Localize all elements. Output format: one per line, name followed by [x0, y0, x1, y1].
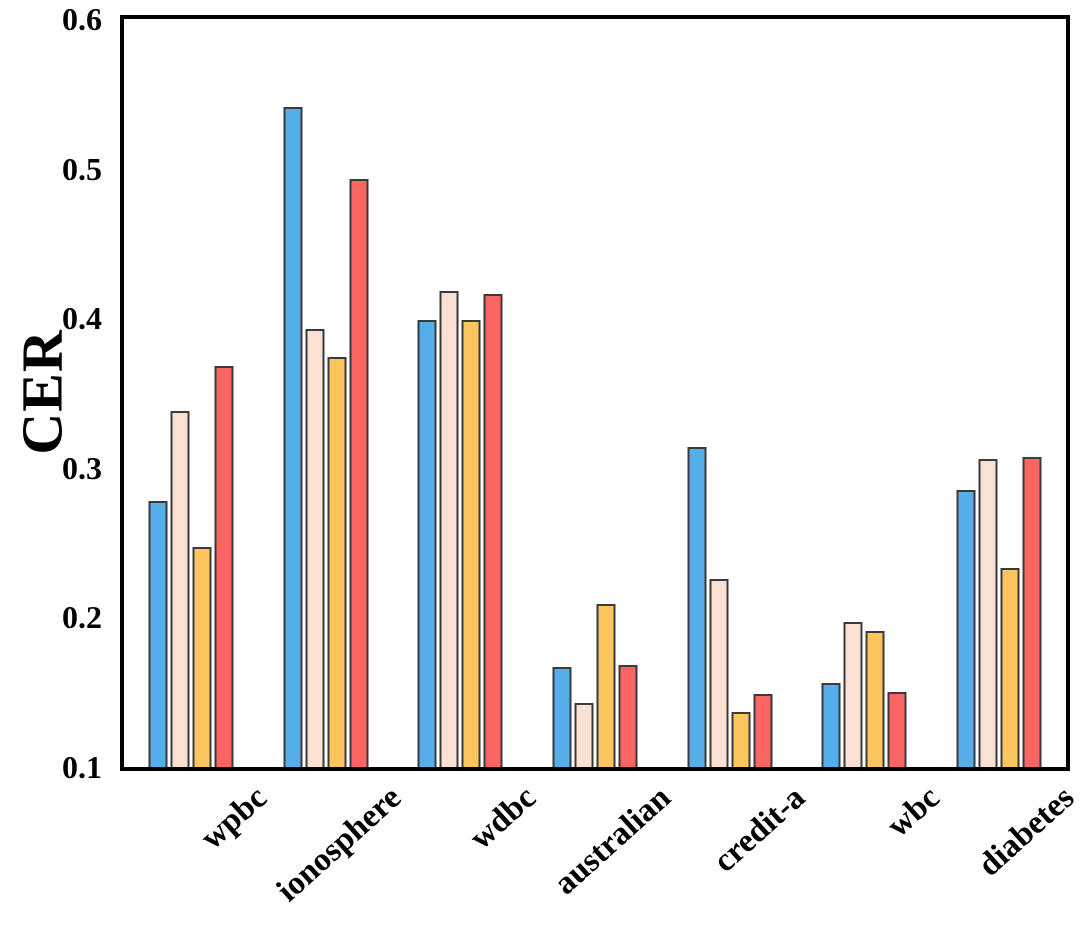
x-tick-label-wpbc: wpbc: [194, 779, 275, 857]
bar-diabetes-series-4-red: [1022, 457, 1042, 767]
bar-wdbc-series-2-pink: [439, 291, 459, 767]
y-axis-tick-labels: 0.1 0.2 0.3 0.4 0.5 0.6: [0, 3, 110, 783]
bar-wdbc-series-4-red: [483, 294, 503, 767]
y-tick-label: 0.5: [62, 150, 102, 187]
plot-inner: [124, 19, 1066, 767]
bar-group-wbc: [821, 621, 907, 767]
bar-wpbc-series-4-red: [214, 366, 234, 767]
y-tick-label: 0.4: [62, 300, 102, 337]
bar-wbc-series-2-pink: [843, 621, 863, 767]
y-tick-label: 0.6: [62, 1, 102, 37]
bar-credit-a-series-1-blue: [687, 446, 707, 767]
bar-ionosphere-series-2-pink: [305, 328, 325, 767]
bar-australian-series-1-blue: [552, 666, 572, 767]
x-tick-label-australian: australian: [547, 779, 678, 902]
bar-wbc-series-4-red: [887, 692, 907, 767]
bar-group-ionosphere: [283, 107, 369, 767]
bar-australian-series-2-pink: [574, 702, 594, 767]
bar-group-wdbc: [417, 291, 503, 767]
bar-diabetes-series-1-blue: [956, 490, 976, 767]
x-tick-label-diabetes: diabetes: [971, 779, 1080, 884]
bar-credit-a-series-4-red: [753, 693, 773, 767]
bar-wdbc-series-3-orange: [461, 319, 481, 767]
bar-diabetes-series-3-orange: [1000, 568, 1020, 767]
bar-group-australian: [552, 603, 638, 767]
bar-credit-a-series-3-orange: [731, 711, 751, 767]
plot-area: [120, 15, 1070, 771]
bar-ionosphere-series-4-red: [349, 179, 369, 767]
y-tick-label: 0.3: [62, 449, 102, 486]
bar-diabetes-series-2-pink: [978, 458, 998, 767]
bar-wpbc-series-3-orange: [192, 547, 212, 767]
bar-wbc-series-3-orange: [865, 630, 885, 767]
x-axis-labels: wpbc ionosphere wdbc australian credit-a wbc d…: [124, 775, 1080, 945]
x-tick-label-credit-a: credit-a: [706, 779, 813, 880]
bar-wpbc-series-2-pink: [170, 410, 190, 767]
bar-wbc-series-1-blue: [821, 683, 841, 767]
bar-australian-series-4-red: [618, 665, 638, 767]
bar-group-wpbc: [148, 366, 234, 767]
bar-wpbc-series-1-blue: [148, 500, 168, 767]
bar-australian-series-3-orange: [596, 603, 616, 767]
x-tick-label-wdbc: wdbc: [463, 779, 544, 857]
x-tick-label-wbc: wbc: [880, 779, 947, 845]
bar-group-credit-a: [687, 446, 773, 767]
bar-group-diabetes: [956, 457, 1042, 767]
y-tick-label: 0.1: [62, 749, 102, 785]
x-tick-label-ionosphere: ionosphere: [270, 779, 409, 909]
bar-ionosphere-series-3-orange: [327, 357, 347, 767]
bar-credit-a-series-2-pink: [709, 578, 729, 767]
bar-wdbc-series-1-blue: [417, 319, 437, 767]
bar-ionosphere-series-1-blue: [283, 107, 303, 767]
y-tick-label: 0.2: [62, 599, 102, 636]
